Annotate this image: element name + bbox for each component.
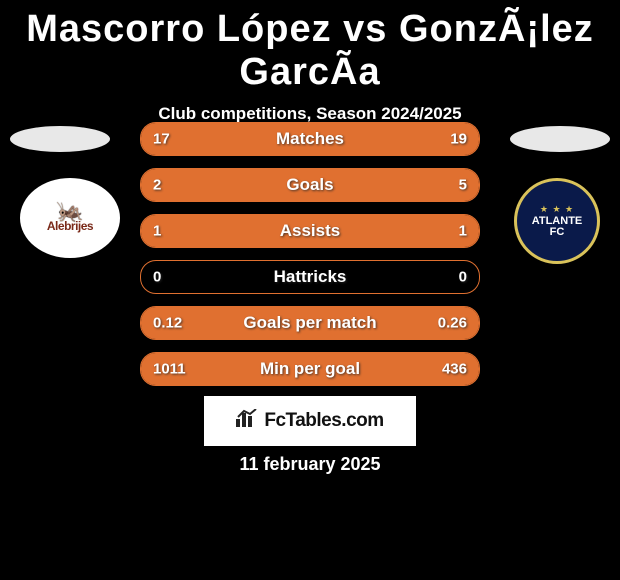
stat-row: 0 0 Hattricks <box>140 260 480 294</box>
subtitle: Club competitions, Season 2024/2025 <box>0 104 620 124</box>
stat-label: Goals <box>286 175 333 195</box>
ellipse-left <box>10 126 110 152</box>
stat-value-right: 0.26 <box>438 315 467 332</box>
stat-value-right: 436 <box>442 361 467 378</box>
stat-value-right: 0 <box>459 269 467 286</box>
crest-left-label: Alebrijes <box>47 219 93 233</box>
ellipse-right <box>510 126 610 152</box>
stat-value-right: 1 <box>459 223 467 240</box>
stat-row: 17 19 Matches <box>140 122 480 156</box>
stat-value-left: 1 <box>153 223 161 240</box>
crest-right-label: ATLANTE FC <box>532 216 583 238</box>
stat-label: Assists <box>280 221 340 241</box>
page-title: Mascorro López vs GonzÃ¡lez GarcÃa <box>0 0 620 94</box>
footer-logo: FcTables.com <box>204 396 416 446</box>
date-text: 11 february 2025 <box>0 454 620 475</box>
stat-label: Hattricks <box>274 267 347 287</box>
crest-right: ★ ★ ★ ATLANTE FC <box>514 178 600 264</box>
stat-label: Min per goal <box>260 359 360 379</box>
stat-fill-right <box>239 169 479 201</box>
stat-value-left: 17 <box>153 131 170 148</box>
stat-value-left: 0.12 <box>153 315 182 332</box>
stat-label: Matches <box>276 129 344 149</box>
stat-value-right: 19 <box>450 131 467 148</box>
chart-icon <box>236 409 258 433</box>
crest-left-icon: 🦗 <box>56 202 83 220</box>
stat-label: Goals per match <box>243 313 376 333</box>
crest-left: 🦗 Alebrijes <box>20 178 120 258</box>
footer-logo-text: FcTables.com <box>264 410 383 432</box>
stat-value-right: 5 <box>459 177 467 194</box>
stat-row: 0.12 0.26 Goals per match <box>140 306 480 340</box>
stat-value-left: 2 <box>153 177 161 194</box>
crest-right-stars: ★ ★ ★ <box>540 204 574 215</box>
stat-row: 2 5 Goals <box>140 168 480 202</box>
stat-value-left: 0 <box>153 269 161 286</box>
stats-block: 17 19 Matches 2 5 Goals 1 1 Assists 0 0 Hattricks 0.… <box>140 122 480 398</box>
stat-value-left: 1011 <box>153 361 186 378</box>
stat-row: 1011 436 Min per goal <box>140 352 480 386</box>
stat-row: 1 1 Assists <box>140 214 480 248</box>
